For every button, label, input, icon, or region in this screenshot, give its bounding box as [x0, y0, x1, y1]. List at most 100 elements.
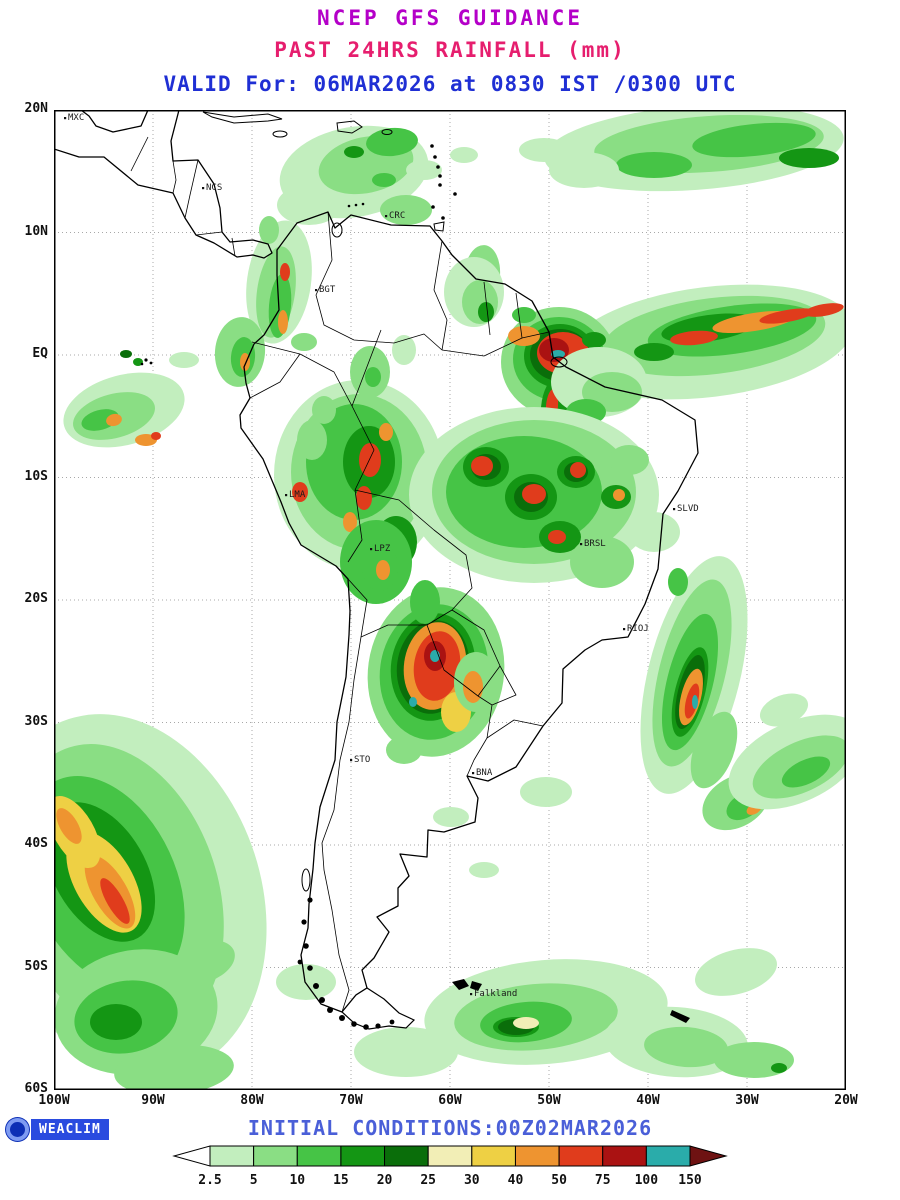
rain-cell — [386, 736, 422, 764]
lon-label-20W: 20W — [834, 1093, 858, 1108]
rain-cell — [277, 185, 341, 225]
rain-cell — [613, 489, 625, 501]
city-marker — [350, 759, 353, 762]
city-label-bna: BNA — [476, 768, 493, 778]
city-marker — [580, 543, 583, 546]
maracaibo-lake — [331, 222, 343, 238]
rain-cell — [278, 310, 288, 334]
rain-cell — [169, 352, 199, 368]
lat-label-20S: 20S — [24, 591, 48, 606]
city-label-bgt: BGT — [319, 285, 336, 295]
city-label-rioj: RIOJ — [627, 624, 649, 634]
lat-label-20N: 20N — [24, 101, 48, 116]
city-label-lma: LMA — [289, 490, 306, 500]
rain-cell — [471, 456, 493, 476]
city-marker — [673, 508, 676, 511]
rain-cell — [365, 367, 381, 387]
city-marker — [370, 548, 373, 551]
legend-tick-150: 150 — [678, 1173, 702, 1188]
rain-cell — [380, 195, 432, 225]
rain-cell — [133, 358, 143, 366]
rain-cell — [312, 396, 336, 424]
jamaica-island — [272, 130, 288, 138]
legend-segment — [558, 1145, 604, 1167]
legend-segment — [427, 1145, 473, 1167]
weaclim-logo-icon — [6, 1118, 29, 1141]
rain-cell — [469, 862, 499, 878]
rainfall-colorbar: 2.5 5 10 15 20 25 30 40 50 75 100 150 — [170, 1144, 730, 1190]
trinidad-island — [433, 221, 445, 232]
weaclim-logo: WEACLIM — [6, 1118, 109, 1141]
city-marker — [623, 628, 626, 631]
rain-cell — [781, 756, 831, 788]
hispaniola-island — [336, 120, 363, 134]
rain-cell — [344, 146, 364, 158]
lat-label-10N: 10N — [24, 223, 48, 239]
map-frame — [54, 110, 846, 1090]
rain-cell — [354, 1027, 458, 1077]
rain-cell — [259, 216, 279, 244]
legend-tick-100: 100 — [635, 1173, 659, 1188]
rain-cell — [392, 335, 416, 365]
rain-cell — [450, 147, 478, 163]
city-labels-layer: MXC NCS CRC BGT LMA LPZ BRSL SLVD RIOJ STO BNA Falk… — [64, 113, 699, 999]
city-label-falkland: Falkland — [474, 989, 517, 999]
rain-cell — [670, 330, 718, 346]
rain-cell — [695, 948, 777, 996]
legend-tick-10: 10 — [289, 1173, 305, 1188]
legend-tick-5: 5 — [250, 1173, 258, 1188]
lat-label-10S: 10S — [24, 468, 48, 484]
lon-label-40W: 40W — [636, 1093, 660, 1108]
legend-right-arrow — [689, 1145, 728, 1167]
rain-cell — [609, 445, 649, 475]
rain-cell — [692, 695, 698, 709]
legend-left-arrow — [172, 1145, 211, 1167]
rain-cell — [628, 512, 680, 552]
legend-segment — [209, 1145, 255, 1167]
city-label-slvd: SLVD — [677, 504, 699, 514]
legend-tick-20: 20 — [377, 1173, 393, 1188]
central-america-coastline — [53, 109, 273, 259]
rain-cell — [779, 148, 839, 168]
legend-segment — [645, 1145, 691, 1167]
city-label-brsl: BRSL — [584, 539, 606, 549]
legend-tick-25: 25 — [420, 1173, 436, 1188]
rain-cell — [522, 484, 546, 504]
rain-cell — [56, 808, 82, 844]
chiloe-island — [301, 868, 311, 892]
rain-cell — [551, 350, 565, 358]
falkland-islands — [452, 979, 469, 990]
city-label-ncs: NCS — [206, 183, 222, 193]
rain-cell — [410, 580, 440, 624]
marajo-island — [550, 356, 568, 368]
rain-cell — [292, 482, 308, 502]
rain-cell — [114, 1044, 234, 1096]
rain-cell — [356, 486, 372, 510]
rain-cell — [616, 152, 692, 178]
weaclim-logo-label: WEACLIM — [31, 1119, 109, 1140]
rain-cell — [280, 263, 290, 281]
rain-cell — [582, 332, 606, 348]
south-georgia-island — [670, 1010, 690, 1023]
title-model: NCEP GFS GUIDANCE — [317, 6, 583, 30]
rain-cell — [291, 333, 317, 351]
rain-cell — [512, 307, 536, 323]
rain-cell — [173, 940, 235, 984]
rain-cell — [684, 683, 700, 719]
rain-cell — [804, 303, 844, 317]
lon-label-90W: 90W — [141, 1093, 165, 1108]
rain-cell — [151, 432, 161, 440]
rain-cell — [508, 326, 540, 346]
legend-tick-15: 15 — [333, 1173, 349, 1188]
rain-cell — [297, 420, 327, 460]
lat-label-EQ: EQ — [32, 346, 48, 361]
city-marker — [64, 117, 67, 120]
city-marker — [285, 494, 288, 497]
rain-cell — [100, 878, 130, 924]
legend-segment — [514, 1145, 560, 1167]
city-marker — [202, 187, 205, 190]
legend-tick-30: 30 — [464, 1173, 480, 1188]
rain-cell — [359, 443, 381, 477]
lon-label-60W: 60W — [438, 1093, 462, 1108]
legend-segment — [253, 1145, 298, 1167]
